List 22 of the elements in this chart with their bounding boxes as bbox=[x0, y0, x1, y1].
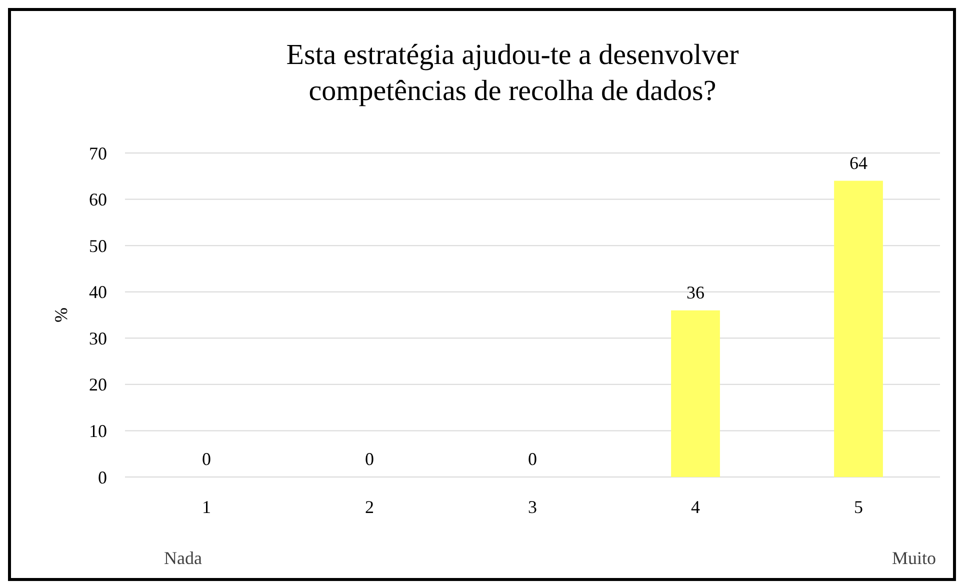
x-tick-label: 5 bbox=[854, 497, 863, 517]
y-tick-label: 20 bbox=[89, 374, 107, 395]
y-tick-label: 10 bbox=[89, 421, 107, 442]
data-label: 0 bbox=[528, 449, 537, 469]
data-label: 64 bbox=[850, 152, 868, 173]
y-tick-label: 70 bbox=[89, 143, 107, 164]
y-tick-label: 60 bbox=[89, 190, 107, 210]
data-label: 36 bbox=[686, 282, 704, 302]
x-tick-label: 4 bbox=[691, 497, 700, 517]
data-label: 0 bbox=[202, 449, 211, 469]
text: Nada bbox=[164, 548, 202, 568]
y-tick-label: 40 bbox=[89, 282, 107, 302]
x-tick-label: 2 bbox=[365, 497, 374, 517]
y-tick-label: 50 bbox=[89, 236, 107, 256]
chart-title: Esta estratégia ajudou-te a desenvolver competências de recolha de dados? bbox=[286, 39, 740, 107]
x-tick-label: 3 bbox=[528, 497, 537, 517]
data-label: 0 bbox=[365, 449, 374, 469]
y-tick-label: 0 bbox=[98, 467, 107, 488]
text: Muito bbox=[892, 548, 936, 568]
y-axis-title: % bbox=[51, 308, 71, 322]
y-tick-label: 30 bbox=[89, 328, 107, 348]
x-tick-label: 1 bbox=[202, 497, 211, 517]
